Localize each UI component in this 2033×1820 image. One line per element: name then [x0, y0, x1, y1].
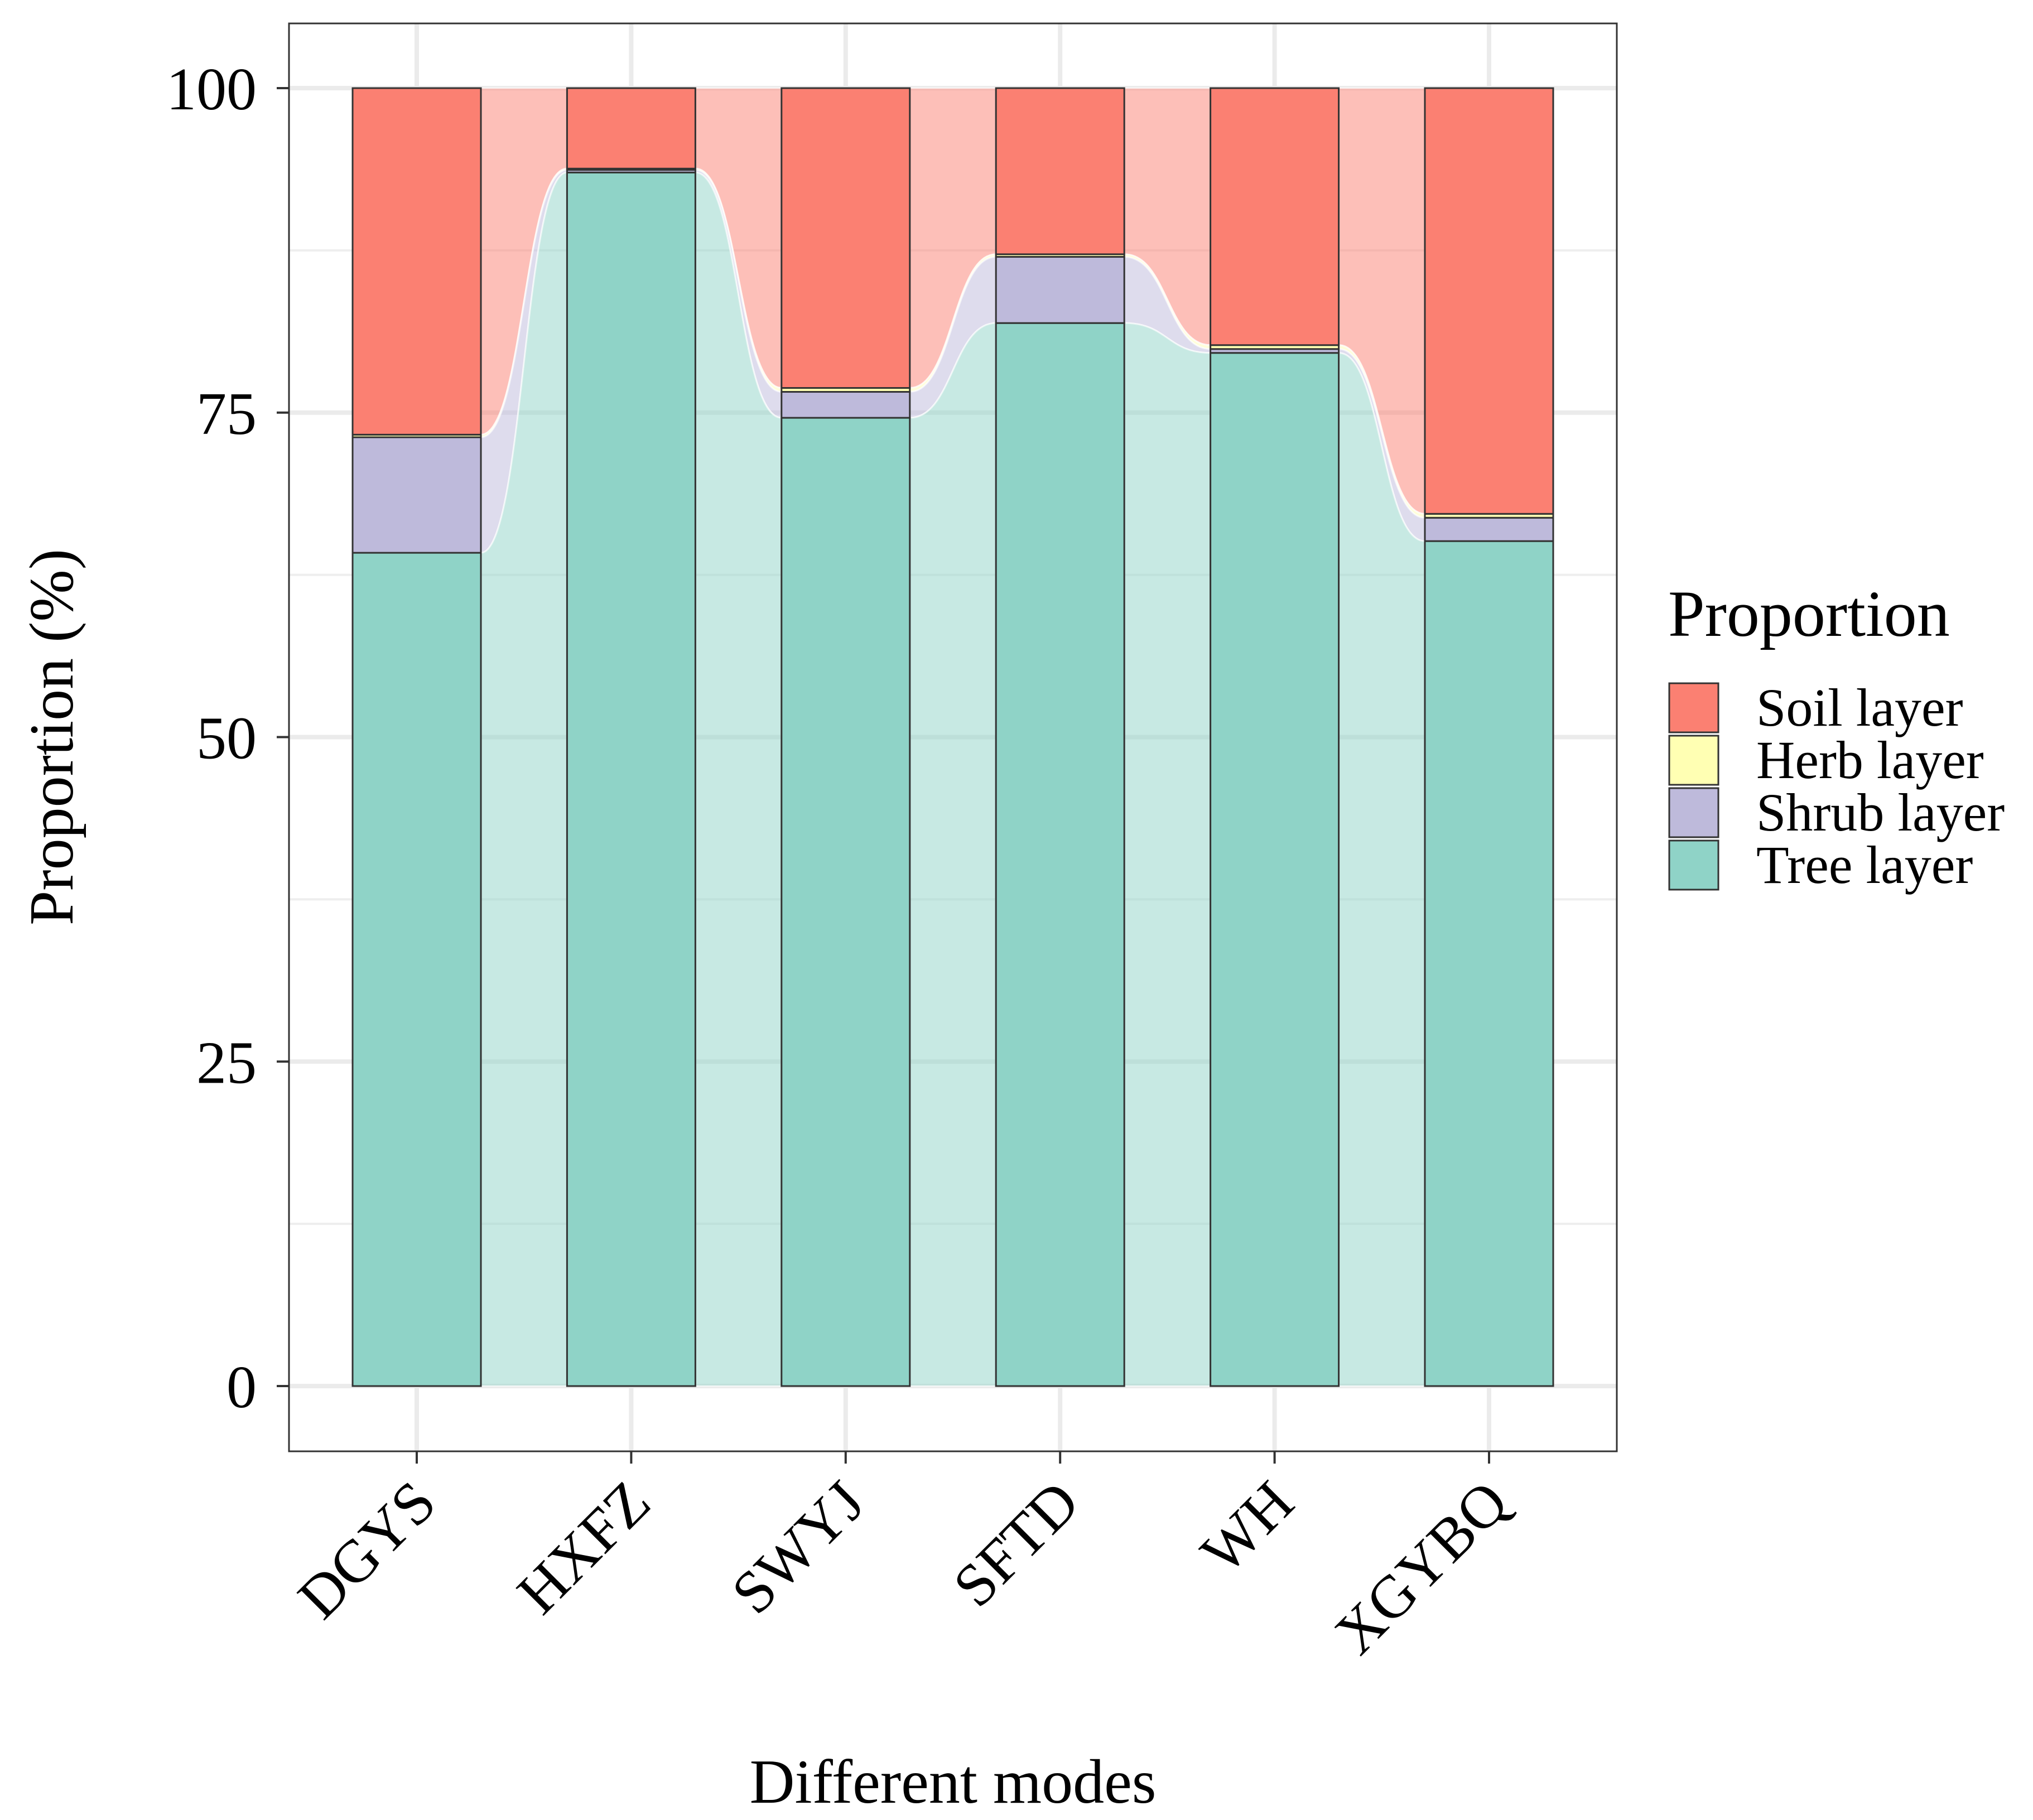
legend-key-tree-layer [1668, 839, 1719, 891]
y-axis-title: Proportion (%) [17, 549, 86, 925]
legend-key-herb-layer [1668, 735, 1719, 786]
bar-sftd-tree-layer [995, 322, 1125, 1387]
y-tick-label-0: 0 [227, 1354, 257, 1421]
bar-dgys-soil-layer [351, 87, 482, 436]
y-tick-label-75: 75 [196, 381, 257, 447]
bar-wh-tree-layer [1210, 352, 1340, 1387]
bar-swyj-soil-layer [781, 87, 911, 389]
legend-label-herb-layer: Herb layer [1756, 730, 1984, 790]
bar-dgys-shrub-layer [351, 436, 482, 554]
smoothed-area-bands [351, 87, 1554, 1387]
legend-label-tree-layer: Tree layer [1756, 835, 1973, 895]
bar-xgybq-soil-layer [1424, 87, 1554, 515]
legend-label-soil-layer: Soil layer [1756, 678, 1963, 737]
bar-xgybq-tree-layer [1424, 540, 1554, 1387]
legend-title: Proportion [1668, 577, 1950, 650]
bar-sftd-soil-layer [995, 87, 1125, 255]
bar-hxfz-soil-layer [566, 87, 696, 170]
bar-swyj-tree-layer [781, 417, 911, 1387]
y-tick-label-100: 100 [166, 56, 257, 123]
y-tick-label-25: 25 [196, 1030, 257, 1096]
bar-hxfz-tree-layer [566, 171, 696, 1387]
x-axis-title: Different modes [750, 1747, 1157, 1817]
y-tick-label-50: 50 [196, 706, 257, 772]
bar-wh-soil-layer [1210, 87, 1340, 346]
bar-sftd-shrub-layer [995, 256, 1125, 324]
legend-key-soil-layer [1668, 682, 1719, 733]
legend-label-shrub-layer: Shrub layer [1756, 783, 2005, 842]
legend-key-shrub-layer [1668, 787, 1719, 838]
bar-swyj-shrub-layer [781, 391, 911, 419]
bar-dgys-tree-layer [351, 552, 482, 1387]
bars [351, 87, 1554, 1387]
bar-xgybq-shrub-layer [1424, 516, 1554, 542]
